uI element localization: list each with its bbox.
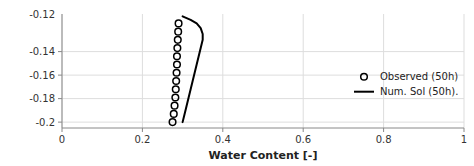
- x-grid-line: [142, 14, 143, 128]
- legend-swatch: [361, 73, 368, 80]
- annotation: -0.12: [29, 9, 55, 20]
- point: [173, 78, 180, 85]
- x-tick: [383, 128, 384, 132]
- x-tick-label: 0.8: [376, 134, 392, 145]
- x-tick-label: 1: [461, 134, 467, 145]
- chart: 0 0.2 0.4 0.6 0.8 1 -0.2 -0.18 -0.16 -0.14 Water C…: [0, 0, 474, 166]
- y-tick-label: -0.18: [29, 93, 55, 104]
- point: [169, 119, 176, 126]
- legend-swatch: [354, 91, 374, 93]
- plot-area: [169, 16, 202, 125]
- point: [170, 111, 177, 118]
- x-tick-label: 0.4: [215, 134, 231, 145]
- y-grid-line: [62, 98, 464, 99]
- grid: [62, 14, 464, 128]
- y-grid-line: [62, 122, 464, 123]
- x-tick-label: 0: [59, 134, 65, 145]
- point: [174, 37, 181, 44]
- point: [174, 53, 181, 60]
- point: [174, 45, 181, 52]
- x-tick: [222, 128, 223, 132]
- point: [175, 20, 182, 27]
- y-tick: [58, 98, 62, 99]
- x-grid-line: [62, 14, 63, 128]
- point: [172, 86, 179, 93]
- y-tick: [58, 51, 62, 52]
- axes: 0 0.2 0.4 0.6 0.8 1 -0.2 -0.18 -0.16 -0.14: [29, 14, 467, 145]
- legend: Observed (50h) Num. Sol (50h).: [354, 71, 458, 97]
- legend-label: Num. Sol (50h).: [380, 86, 458, 97]
- point: [171, 102, 178, 109]
- point: [172, 94, 179, 101]
- x-grid-line: [464, 14, 465, 128]
- x-grid-line: [222, 14, 223, 128]
- y-axis-line: [62, 14, 63, 128]
- x-tick-label: 0.2: [134, 134, 150, 145]
- x-tick: [303, 128, 304, 132]
- x-axis-label: Water Content [-]: [209, 149, 318, 162]
- x-tick-label: 0.6: [295, 134, 311, 145]
- line: [183, 16, 203, 122]
- y-grid-line: [62, 51, 464, 52]
- x-grid-line: [303, 14, 304, 128]
- x-tick: [62, 128, 63, 132]
- point: [173, 69, 180, 76]
- y-tick: [58, 122, 62, 123]
- y-tick-label: -0.16: [29, 70, 55, 81]
- point: [175, 28, 182, 35]
- y-tick: [58, 75, 62, 76]
- legend-label: Observed (50h): [380, 71, 458, 82]
- x-axis-line: [62, 128, 464, 129]
- x-tick: [464, 128, 465, 132]
- point: [174, 61, 181, 68]
- y-tick-label: -0.2: [35, 117, 55, 128]
- x-tick: [142, 128, 143, 132]
- y-tick-label: -0.14: [29, 46, 55, 57]
